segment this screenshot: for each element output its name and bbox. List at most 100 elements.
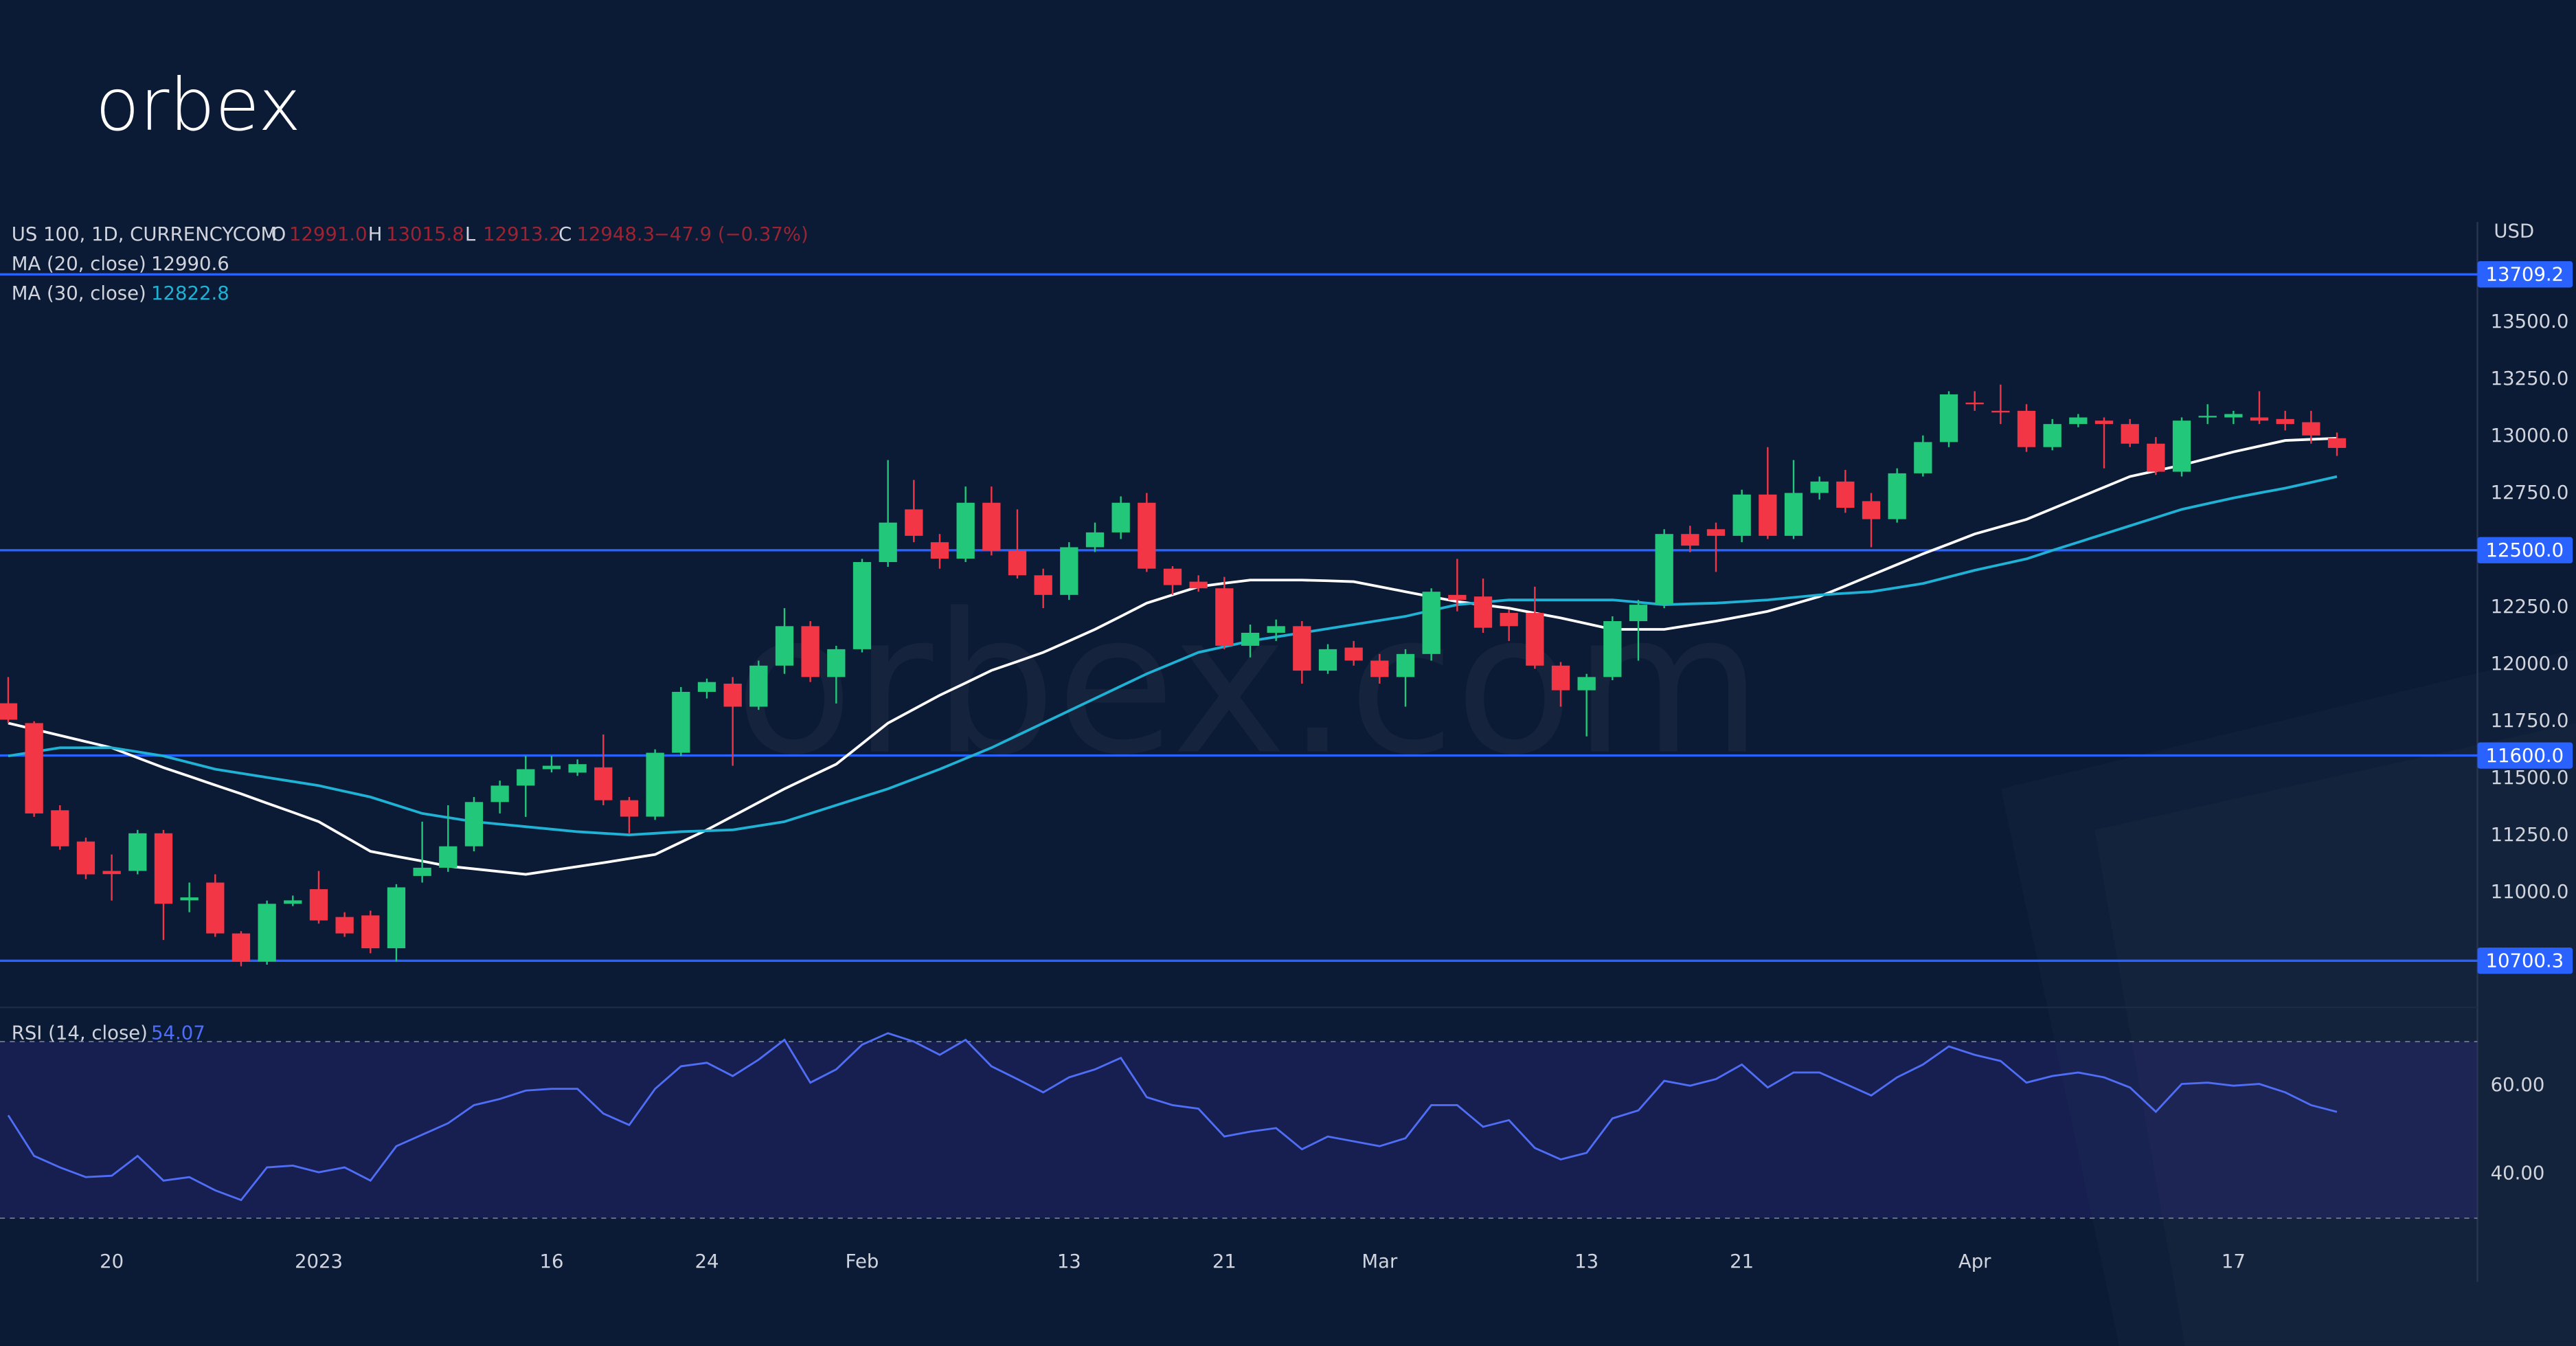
moving-average <box>8 475 2338 837</box>
candle-body <box>154 833 173 904</box>
candle-body <box>2069 417 2088 425</box>
x-tick-label: Feb <box>846 1250 879 1272</box>
candle-body <box>1008 550 1027 576</box>
candle-body <box>1448 594 1467 601</box>
candle-body <box>1526 613 1544 666</box>
candle-body <box>2224 414 2243 418</box>
candle-body <box>128 833 147 871</box>
level-label: 11600.0 <box>2485 745 2564 767</box>
candle-body <box>801 626 820 677</box>
watermark: orbex.com <box>735 572 1763 798</box>
candle-body <box>1241 632 1260 646</box>
candle-body <box>1732 494 1751 536</box>
candle-body <box>905 509 923 536</box>
candle-body <box>1939 394 1958 442</box>
x-tick-label: 13 <box>1574 1250 1598 1272</box>
candle-body <box>1577 677 1596 691</box>
x-tick-label: 13 <box>1057 1250 1081 1272</box>
ohlc-key: O <box>271 223 286 245</box>
candle-body <box>1500 613 1518 627</box>
candle-body <box>1318 649 1337 671</box>
rsi-tick-label: 60.00 <box>2491 1074 2545 1096</box>
candle-body <box>1836 481 1855 508</box>
candle-body <box>2198 416 2217 418</box>
candle-body <box>1293 626 1311 671</box>
candle-body <box>827 649 846 677</box>
candle-body <box>413 867 431 876</box>
y-tick-label: 12750.0 <box>2491 482 2569 504</box>
candle-body <box>1655 534 1673 605</box>
candle-body <box>646 752 664 817</box>
x-tick-label: 17 <box>2222 1250 2246 1272</box>
level-label-box <box>2477 947 2573 974</box>
candle-body <box>1551 665 1570 691</box>
candle-body <box>1163 568 1182 585</box>
rsi-tick-label: 40.00 <box>2491 1163 2545 1185</box>
level-label: 10700.3 <box>2485 950 2564 972</box>
rsi-band <box>0 1041 2478 1218</box>
x-tick-label: 21 <box>1730 1250 1754 1272</box>
y-tick-label: 11000.0 <box>2491 881 2569 903</box>
candle-body <box>749 665 768 707</box>
candle-body <box>1914 442 1932 473</box>
rsi-value: 54.07 <box>151 1022 205 1044</box>
candle-body <box>1422 592 1440 654</box>
candle-body <box>1396 653 1415 677</box>
candle-body <box>1759 494 1777 536</box>
candle-body <box>1888 473 1906 519</box>
candle-body <box>1965 402 1984 405</box>
candle-body <box>206 882 225 934</box>
candle-body <box>439 846 457 868</box>
candle-body <box>102 871 121 875</box>
indicator-value: 12822.8 <box>151 282 229 304</box>
candle-body <box>2250 417 2269 421</box>
ohlc-key: L <box>465 223 476 245</box>
x-tick-label: 2023 <box>295 1250 343 1272</box>
indicator-name: MA (20, close) <box>12 253 146 275</box>
x-tick-label: 16 <box>539 1250 563 1272</box>
y-tick-label: 11750.0 <box>2491 710 2569 732</box>
candle-body <box>620 800 639 817</box>
currency: USD <box>2494 220 2534 242</box>
candle-body <box>982 502 1001 551</box>
candle-body <box>2017 410 2036 447</box>
candle-body <box>464 802 484 846</box>
candle-body <box>1991 410 2010 413</box>
candle-body <box>1085 532 1105 548</box>
candle-body <box>0 703 18 720</box>
candle-body <box>956 502 975 559</box>
candle-body <box>361 915 380 949</box>
change: −47.9 (−0.37%) <box>654 223 809 245</box>
candle-body <box>930 542 949 559</box>
level-label: 12500.0 <box>2485 539 2564 561</box>
candle-body <box>1111 502 1130 532</box>
candle-body <box>284 900 302 904</box>
candle-body <box>1473 596 1493 628</box>
candle-body <box>1189 581 1208 589</box>
candle-body <box>231 933 251 962</box>
candle-body <box>775 626 794 666</box>
level-label-box <box>2477 742 2573 769</box>
y-tick-label: 13500.0 <box>2491 311 2569 333</box>
ohlc-value: 12913.2 <box>483 223 561 245</box>
y-tick-label: 13250.0 <box>2491 368 2569 390</box>
candle-body <box>1706 529 1726 536</box>
candle-body <box>672 691 690 753</box>
symbol: US 100, 1D, CURRENCYCOM <box>12 223 278 245</box>
ohlc-key: H <box>368 223 383 245</box>
y-tick-label: 13000.0 <box>2491 425 2569 447</box>
candle-body <box>2121 424 2139 444</box>
candle-body <box>1681 534 1699 546</box>
indicator-value: 12990.6 <box>151 253 229 275</box>
candle-body <box>1034 575 1052 595</box>
candle-body <box>1784 493 1803 536</box>
y-tick-label: 11250.0 <box>2491 824 2569 846</box>
candle-body <box>568 764 587 773</box>
candle-body <box>25 723 43 814</box>
ohlc-value: 12991.0 <box>289 223 368 245</box>
candle-body <box>594 767 613 800</box>
candle-body <box>1267 626 1285 633</box>
logo: orbex <box>95 63 302 147</box>
candle-body <box>258 904 276 962</box>
